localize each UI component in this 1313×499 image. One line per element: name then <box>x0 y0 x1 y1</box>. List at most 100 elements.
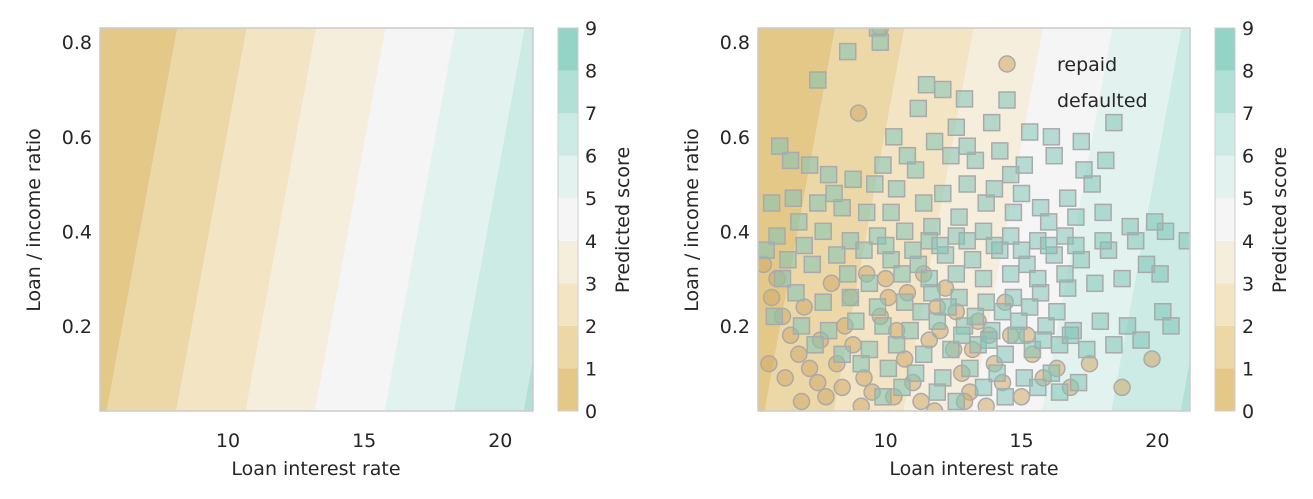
colorbar-tick-label: 3 <box>585 273 597 295</box>
point-defaulted <box>895 222 914 241</box>
point-defaulted <box>1058 189 1077 207</box>
x-ticks-right: 10 15 20 <box>874 430 1170 452</box>
colorbar-bands-right <box>1215 28 1235 411</box>
point-defaulted <box>993 302 1012 321</box>
point-defaulted <box>847 312 865 330</box>
contour-band <box>176 28 317 411</box>
colorbar-ticks-right: 0 1 2 3 4 5 6 7 8 9 <box>1242 18 1254 423</box>
colorbar-tick-label: 0 <box>1242 401 1254 423</box>
point-defaulted <box>1050 383 1069 401</box>
y-tick-label: 0.6 <box>62 127 92 149</box>
point-defaulted <box>795 236 813 255</box>
point-defaulted <box>942 340 960 359</box>
point-defaulted <box>1137 255 1156 274</box>
point-defaulted <box>958 232 976 250</box>
point-defaulted <box>928 383 947 401</box>
contour-band <box>523 359 533 411</box>
point-defaulted <box>781 151 800 170</box>
point-defaulted <box>841 288 860 307</box>
y-ticks-right: 0.2 0.4 0.6 0.8 <box>720 32 750 338</box>
left-chart: 10 15 20 0.20.40.60.8 Loan interest rate L… <box>23 18 634 480</box>
point-defaulted <box>974 269 993 288</box>
point-repaid <box>1143 350 1161 368</box>
contour-band <box>454 28 533 411</box>
point-defaulted <box>860 274 879 293</box>
colorbar-band <box>558 283 578 326</box>
point-defaulted <box>1097 151 1115 170</box>
series-defaulted-points <box>758 28 1190 411</box>
point-defaulted <box>1034 331 1053 349</box>
point-defaulted <box>1001 165 1020 184</box>
colorbar-band <box>1215 70 1235 114</box>
point-defaulted <box>1042 128 1061 146</box>
point-defaulted <box>1132 331 1150 349</box>
colorbar-tick-label: 2 <box>1242 316 1254 338</box>
colorbar-band <box>558 155 578 199</box>
point-repaid <box>792 392 811 411</box>
colorbar-band <box>558 113 578 156</box>
point-defaulted <box>996 345 1014 364</box>
point-defaulted <box>980 331 998 349</box>
x-ticks-left: 10 15 20 <box>216 430 512 452</box>
point-defaulted <box>914 194 933 212</box>
point-repaid <box>809 373 827 392</box>
x-tick-label: 10 <box>216 430 240 452</box>
point-defaulted <box>773 269 792 288</box>
contour-band <box>106 28 247 411</box>
point-defaulted <box>784 189 803 207</box>
colorbar-band <box>1215 240 1235 284</box>
point-defaulted <box>947 265 966 283</box>
point-defaulted <box>950 208 968 226</box>
point-defaulted <box>803 255 822 274</box>
point-repaid <box>1012 388 1031 406</box>
point-defaulted <box>966 307 985 326</box>
point-defaulted <box>925 132 944 151</box>
legend-marker-defaulted <box>998 91 1016 109</box>
point-defaulted <box>928 312 947 330</box>
point-repaid <box>790 345 808 364</box>
point-defaulted <box>833 345 851 364</box>
point-defaulted <box>1105 113 1123 132</box>
point-repaid <box>776 369 794 387</box>
colorbar-tick-label: 5 <box>585 188 597 210</box>
colorbar-band <box>1215 113 1235 156</box>
point-defaulted <box>874 156 892 174</box>
contour-band <box>764 28 905 411</box>
x-tick-label: 20 <box>488 430 512 452</box>
colorbar-tick-label: 9 <box>585 18 597 40</box>
point-defaulted <box>1015 369 1034 387</box>
y-tick-label: 0.4 <box>62 221 92 243</box>
point-defaulted <box>762 194 781 212</box>
y-axis-label-left: Loan / income ratio <box>23 128 45 311</box>
point-defaulted <box>1039 213 1058 231</box>
point-defaulted <box>809 194 827 212</box>
point-defaulted <box>974 378 993 397</box>
point-defaulted <box>770 137 789 155</box>
point-defaulted <box>893 265 911 283</box>
x-axis-label-right: Loan interest rate <box>889 458 1058 480</box>
point-defaulted <box>963 250 982 269</box>
colorbar-tick-label: 7 <box>585 103 597 125</box>
colorbar-band <box>558 368 578 411</box>
point-repaid <box>822 274 841 293</box>
point-defaulted <box>1067 236 1085 255</box>
point-defaulted <box>1020 123 1039 141</box>
contour-band <box>1180 359 1190 411</box>
plot-frame-left <box>99 27 534 412</box>
point-defaulted <box>768 227 786 245</box>
point-defaulted <box>874 388 892 406</box>
colorbar-band <box>558 28 578 71</box>
point-defaulted <box>1001 265 1020 283</box>
y-tick-label: 0.8 <box>720 32 750 54</box>
colorbar-band <box>1215 28 1235 71</box>
point-defaulted <box>977 293 995 311</box>
colorbar-band <box>558 240 578 284</box>
point-defaulted <box>868 298 887 316</box>
point-defaulted <box>931 236 949 255</box>
point-defaulted <box>1015 156 1034 174</box>
colorbar-tick-label: 9 <box>1242 18 1254 40</box>
legend-marker-repaid <box>998 55 1016 73</box>
colorbar-tick-label: 6 <box>1242 146 1254 168</box>
point-defaulted <box>887 180 906 198</box>
point-defaulted <box>1094 232 1112 250</box>
